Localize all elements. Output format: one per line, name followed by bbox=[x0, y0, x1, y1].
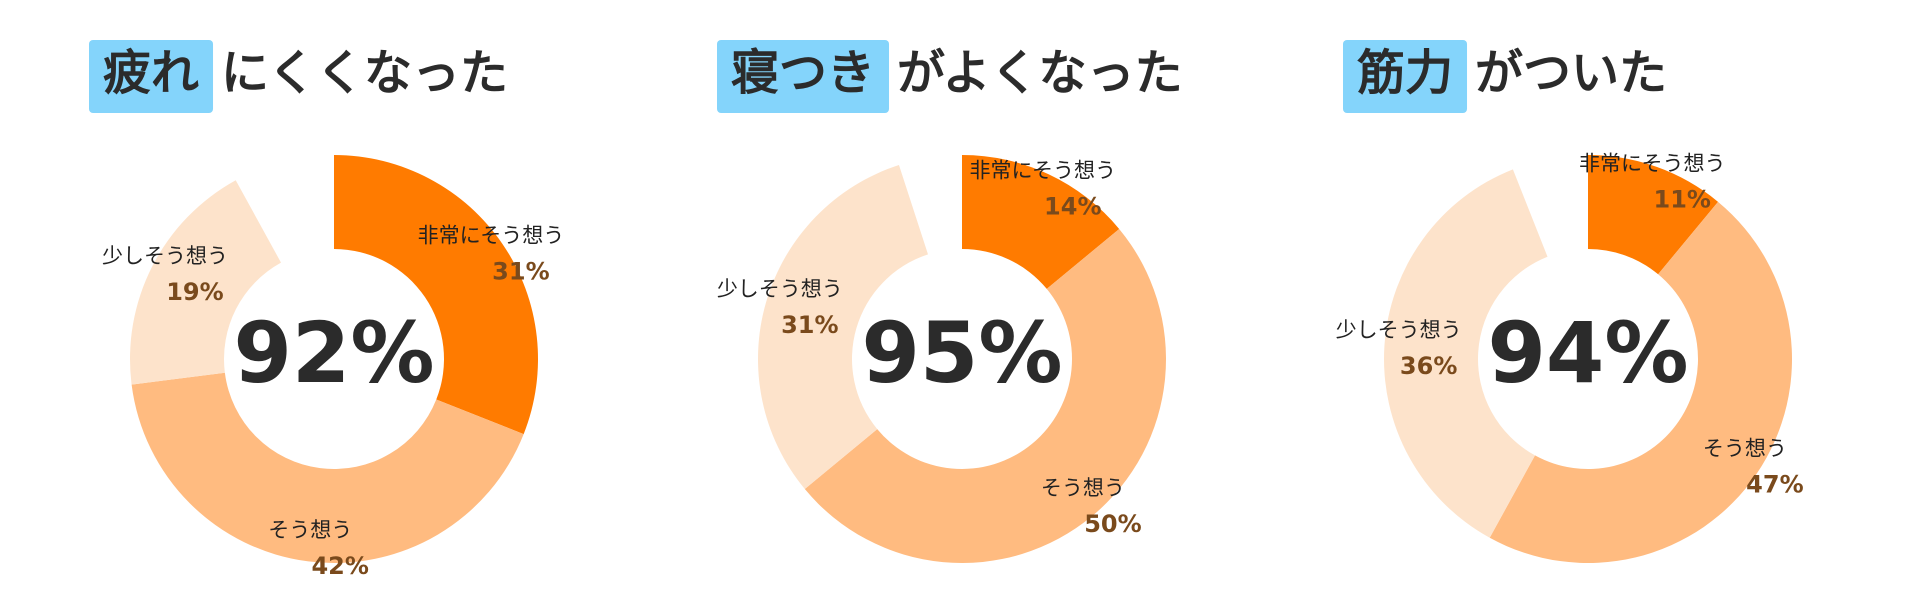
title-highlight-box bbox=[89, 40, 214, 113]
donut-slice bbox=[758, 164, 929, 490]
slice-value-label: 36% bbox=[1400, 352, 1457, 380]
slice-label: そう想う bbox=[268, 518, 352, 542]
title-text: がついた bbox=[1475, 45, 1667, 101]
slice-value-label: 47% bbox=[1746, 471, 1803, 499]
title-highlight-box bbox=[717, 40, 890, 113]
slice-label: そう想う bbox=[1703, 437, 1787, 461]
slice-label: 少しそう想う bbox=[1336, 318, 1462, 342]
slice-value-label: 14% bbox=[1044, 192, 1101, 220]
donut-slice bbox=[1588, 155, 1719, 275]
slice-label: そう想う bbox=[1041, 476, 1125, 500]
donut-slice bbox=[129, 180, 282, 385]
center-label: 94% bbox=[1487, 304, 1688, 402]
slice-label: 少しそう想う bbox=[717, 277, 843, 301]
donut-slice bbox=[1489, 201, 1793, 564]
title-text: がよくなった bbox=[897, 45, 1183, 101]
donut-slice bbox=[804, 228, 1167, 563]
slice-label: 少しそう想う bbox=[102, 244, 228, 268]
slice-value-label: 50% bbox=[1084, 510, 1141, 538]
donut-slice bbox=[334, 155, 538, 435]
donut-slice bbox=[1384, 169, 1548, 538]
slice-label: 非常にそう想う bbox=[418, 223, 565, 247]
slice-label: 非常にそう想う bbox=[1579, 151, 1726, 175]
slice-value-label: 19% bbox=[166, 278, 223, 306]
slice-value-label: 31% bbox=[781, 311, 838, 339]
donut-slice bbox=[131, 372, 524, 563]
slice-label: 非常にそう想う bbox=[969, 158, 1116, 182]
center-label: 92% bbox=[233, 304, 434, 402]
title-highlight: 寝つき bbox=[731, 45, 875, 101]
center-label: 95% bbox=[861, 304, 1062, 402]
title-highlight: 疲れ bbox=[103, 45, 199, 101]
slice-value-label: 42% bbox=[311, 552, 368, 580]
slice-value-label: 31% bbox=[492, 257, 549, 285]
title-highlight-box bbox=[1343, 40, 1468, 113]
title-text: にくくなった bbox=[221, 45, 508, 101]
title-highlight: 筋力 bbox=[1357, 45, 1453, 101]
slice-value-label: 11% bbox=[1654, 185, 1711, 213]
donut-slice bbox=[962, 155, 1120, 289]
